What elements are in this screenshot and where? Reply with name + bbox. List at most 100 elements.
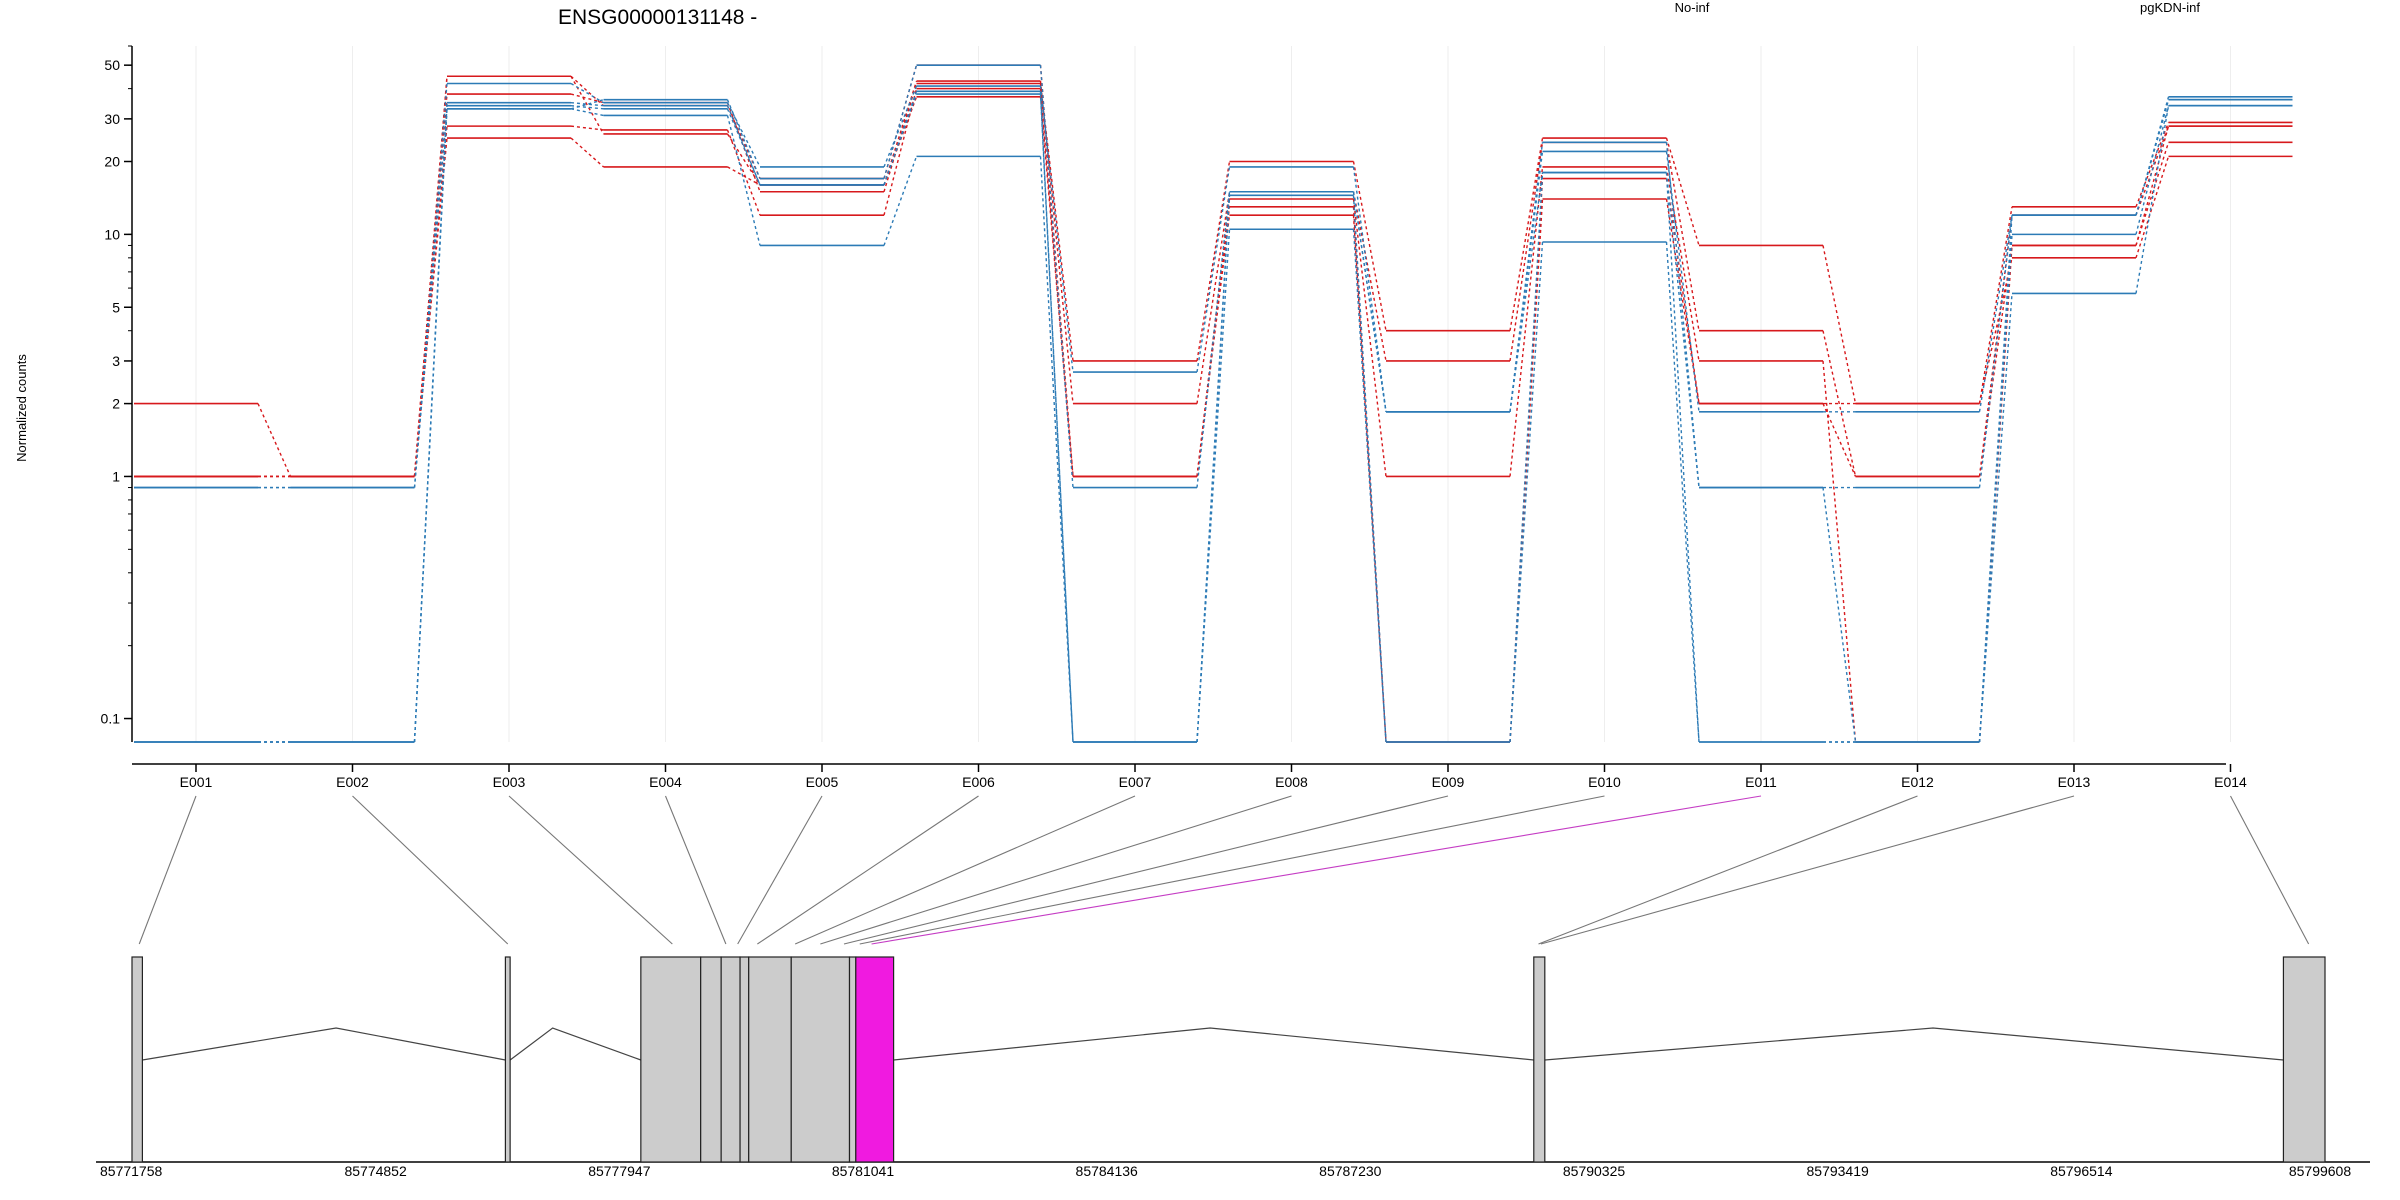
series-connector: [1509, 241, 1544, 743]
genome-coordinate-label: 85787230: [1319, 1163, 1382, 1179]
series-connector: [1352, 195, 1387, 743]
genome-coordinate-label: 85796514: [2050, 1163, 2113, 1179]
series-connector: [883, 156, 918, 246]
series-connector: [1196, 191, 1231, 488]
y-axis-label: Normalized counts: [14, 354, 29, 462]
series-connector: [1822, 403, 1857, 477]
legend-label-pgkdn-inf: pgKDN-inf: [2140, 0, 2200, 15]
series-connector: [726, 115, 761, 246]
x-tick-label-e002: E002: [336, 774, 369, 790]
exon-block: [640, 956, 702, 1163]
exon-link-e008: [820, 795, 1292, 945]
x-tick-label-e008: E008: [1275, 774, 1308, 790]
genome-coordinate-label: 85771758: [100, 1163, 163, 1179]
exon-link-e012: [1538, 795, 1918, 945]
x-tick-label-e003: E003: [493, 774, 526, 790]
exon-link-e004: [664, 795, 727, 945]
series-pgkdn-inf-7: [134, 93, 2293, 743]
y-tick-label-30: 30: [104, 111, 120, 127]
series-connector: [2135, 156, 2170, 259]
series-connector: [1509, 172, 1544, 412]
series-connector: [1196, 195, 1231, 743]
series-no-inf-3: [134, 96, 2293, 743]
series-pgkdn-inf-8: [134, 104, 2293, 743]
series-connector: [2135, 122, 2170, 208]
genome-coordinate-label: 85784136: [1076, 1163, 1139, 1179]
intron-line: [1544, 1027, 2284, 1061]
y-tick-label-0-1: 0.1: [101, 711, 121, 727]
series-connector: [1039, 91, 1074, 743]
y-tick-label-10: 10: [104, 226, 120, 242]
series-connector: [1822, 330, 1857, 477]
series-connector: [883, 88, 918, 216]
series-connector: [883, 64, 918, 179]
series-lines: [134, 64, 2293, 743]
exon-link-e007: [794, 795, 1136, 945]
intron-line: [893, 1027, 1534, 1061]
series-connector: [726, 102, 761, 192]
x-tick-label-e001: E001: [180, 774, 213, 790]
x-tick-label-e007: E007: [1119, 774, 1152, 790]
exon-block: [700, 956, 722, 1163]
series-connector: [570, 137, 604, 168]
series-connector: [1665, 198, 1700, 404]
series-connector: [413, 76, 448, 477]
x-tick-label-e014: E014: [2214, 774, 2247, 790]
exon-link-e002: [352, 795, 509, 945]
axes: 50 30 20 10 5 3 2 1 0.1 E001 E002 E003 E004 E005 E006 E…: [101, 45, 2247, 790]
exon-block: [739, 956, 750, 1163]
x-tick-label-e006: E006: [962, 774, 995, 790]
series-connector: [570, 105, 604, 110]
series-connector: [1665, 142, 1700, 331]
series-connector: [1509, 151, 1544, 412]
series-connector: [1978, 206, 2013, 404]
series-connector: [570, 82, 604, 104]
x-tick-label-e010: E010: [1588, 774, 1621, 790]
legend-label-no-inf: No-inf: [1675, 0, 1710, 15]
series-connector: [2135, 125, 2170, 216]
exon-block: [790, 956, 851, 1163]
series-connector: [570, 75, 604, 107]
series-connector: [1978, 215, 2013, 477]
series-connector: [1039, 65, 1074, 488]
highlighted-exon-block: [855, 956, 895, 1163]
genome-coordinate-label: 85774852: [344, 1163, 407, 1179]
exon-link-e014: [2230, 795, 2310, 945]
series-connector: [1509, 172, 1544, 743]
series-connector: [1978, 245, 2013, 477]
series-pgkdn-inf-5: [134, 82, 2293, 489]
exon-block: [504, 956, 511, 1163]
series-connector: [2135, 105, 2170, 294]
exon-link-e010: [859, 795, 1605, 945]
genome-coordinate-label: 85790325: [1563, 1163, 1626, 1179]
series-connector: [1822, 360, 1857, 743]
exon-block: [1533, 956, 1546, 1163]
series-connector: [1509, 137, 1544, 331]
series-connector: [1822, 245, 1857, 404]
y-tick-label-2: 2: [112, 396, 120, 412]
series-connector: [1352, 198, 1387, 477]
series-connector: [257, 403, 292, 477]
exon-link-e009: [843, 795, 1449, 945]
series-connector: [1509, 142, 1544, 412]
series-connector: [2135, 125, 2170, 246]
series-connector: [1665, 151, 1700, 412]
series-connector: [413, 102, 448, 743]
x-tick-label-e009: E009: [1432, 774, 1465, 790]
genome-coordinate-label: 85793419: [1807, 1163, 1870, 1179]
exon-block: [720, 956, 741, 1163]
gene-model: 85771758 85774852 85777947 85781041 85784136…: [96, 956, 2370, 1179]
series-connector: [1509, 166, 1544, 477]
series-connector: [726, 133, 761, 186]
exon-link-e011: [871, 795, 1762, 945]
y-tick-label-50: 50: [104, 57, 120, 73]
series-connector: [1665, 178, 1700, 404]
series-connector: [570, 75, 605, 135]
exon-link-e001: [138, 795, 197, 945]
series-no-inf-0: [134, 82, 2293, 478]
series-no-inf-1: [134, 75, 2293, 478]
series-connector: [726, 99, 761, 179]
exon-block: [2282, 956, 2326, 1163]
y-tick-label-3: 3: [112, 353, 120, 369]
x-tick-label-e011: E011: [1745, 774, 1777, 790]
